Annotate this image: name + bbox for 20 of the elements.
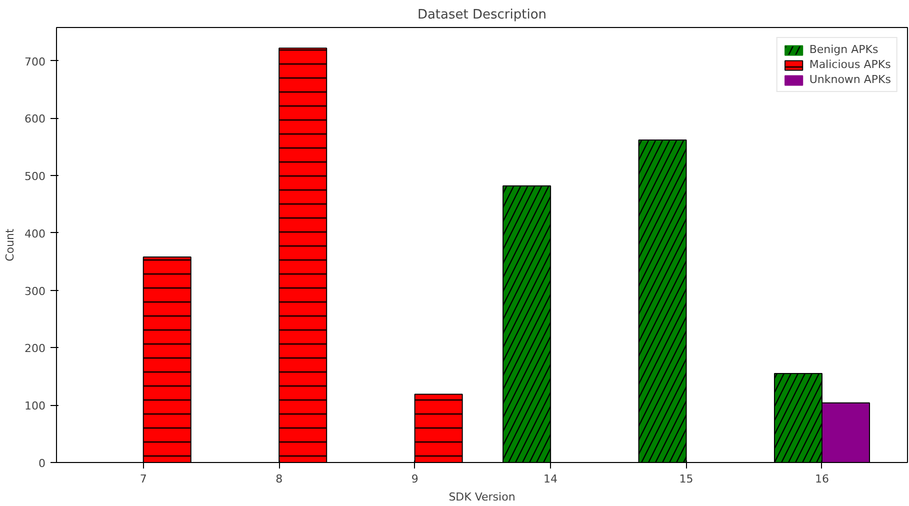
- y-tick-label: 500: [24, 170, 46, 184]
- legend-label: Malicious APKs: [809, 58, 891, 71]
- chart-title: Dataset Description: [417, 8, 547, 22]
- y-tick-label: 400: [24, 227, 46, 240]
- y-tick-label: 200: [24, 342, 46, 356]
- x-tick-label: 15: [679, 472, 694, 486]
- x-tick-label: 7: [140, 472, 147, 486]
- y-tick-label: 0: [38, 457, 46, 470]
- x-tick-label: 14: [544, 472, 558, 486]
- x-axis-title: SDK Version: [448, 490, 516, 504]
- x-tick-label: 9: [411, 472, 418, 486]
- x-tick-label: 16: [814, 472, 829, 486]
- y-tick-label: 700: [24, 55, 46, 68]
- y-tick-label: 300: [24, 284, 46, 298]
- legend-label: Unknown APKs: [809, 73, 891, 86]
- y-tick-label: 600: [24, 112, 46, 126]
- x-tick-label: 8: [276, 472, 283, 486]
- legend-label: Benign APKs: [809, 43, 878, 56]
- y-tick-label: 100: [24, 400, 46, 413]
- y-axis-title: Count: [4, 228, 17, 262]
